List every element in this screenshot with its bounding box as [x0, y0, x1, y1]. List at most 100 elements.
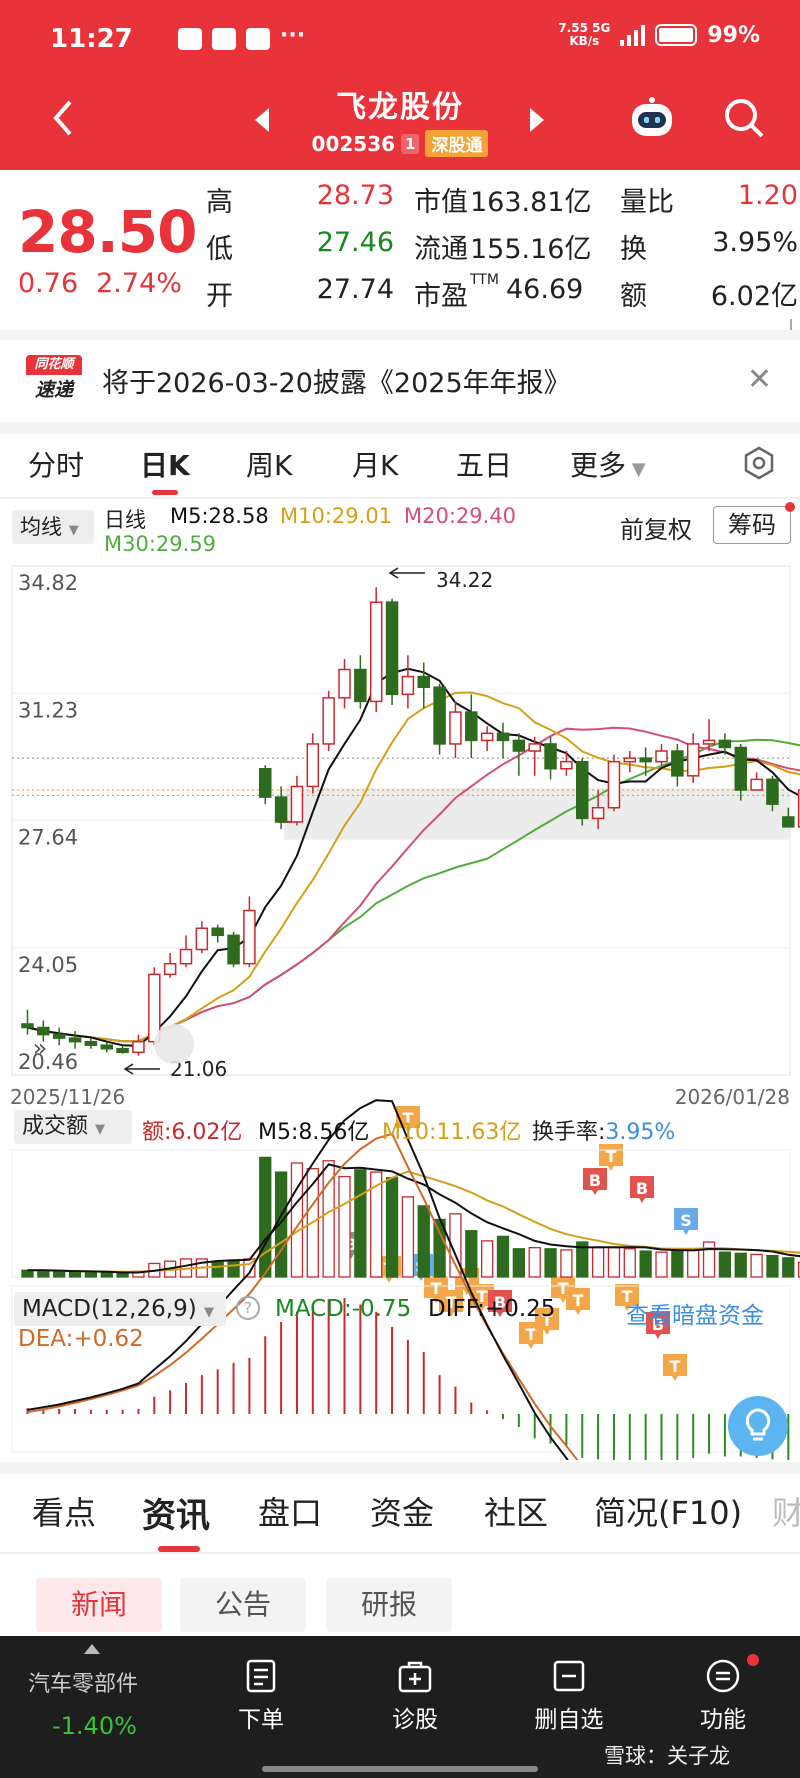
signal-marker — [646, 1312, 670, 1339]
tab-capital[interactable]: 资金 — [370, 1494, 435, 1532]
signal-label: S — [680, 1211, 692, 1230]
earnings-notice[interactable]: 同花顺 速递 将于2026-03-20披露《2025年年报》 ✕ — [26, 350, 786, 410]
volume-bar — [512, 1248, 525, 1278]
news-filter: 新闻 公告 研报 — [0, 1578, 800, 1634]
pill-announcement[interactable]: 公告 — [180, 1578, 306, 1632]
candle — [782, 816, 795, 828]
signal-marker — [488, 1290, 512, 1317]
home-indicator[interactable] — [262, 1766, 538, 1772]
expand-up-icon[interactable] — [84, 1644, 100, 1654]
candle — [148, 973, 161, 1043]
candle — [607, 760, 621, 809]
ma10-value: M10:29.01 — [280, 504, 393, 528]
change-value: 0.76 — [18, 268, 79, 299]
indicator-dropdown[interactable]: 均线 ▼ — [12, 510, 94, 544]
tab-news[interactable]: 资讯 — [142, 1496, 210, 1536]
tab-order-book[interactable]: 盘口 — [258, 1494, 323, 1532]
candle — [195, 927, 209, 951]
volume-bar — [68, 1271, 82, 1278]
functions-button[interactable]: 功能 — [668, 1658, 778, 1734]
battery-percent: 99% — [707, 22, 760, 48]
tab-weekly-k[interactable]: 周K — [246, 449, 293, 482]
diagnose-button[interactable]: 诊股 — [360, 1658, 470, 1734]
tab-finance[interactable]: 财 — [772, 1494, 800, 1532]
tab-highlights[interactable]: 看点 — [32, 1494, 97, 1532]
stock-title: 飞龙股份 002536 1 深股通 — [0, 82, 800, 157]
sector-info[interactable]: 汽车零部件 -1.40% — [28, 1666, 138, 1740]
tab-more[interactable]: 更多 ▼ — [570, 449, 646, 482]
stock-name: 飞龙股份 — [336, 90, 464, 125]
candle — [243, 909, 256, 965]
signal-label: T — [446, 1293, 457, 1312]
candle — [544, 743, 557, 770]
prev-stock-icon[interactable] — [255, 108, 269, 132]
candle — [274, 796, 288, 823]
kline-chart[interactable]: 34.8231.2327.6424.0520.46BTTSTTTTBTTTTBT… — [0, 560, 800, 1460]
tab-intraday[interactable]: 分时 — [28, 449, 85, 482]
order-button[interactable]: 下单 — [206, 1658, 316, 1734]
macd-frame — [11, 1285, 791, 1453]
ma20-value: M20:29.40 — [404, 504, 517, 528]
candle — [686, 743, 700, 777]
ai-robot-icon[interactable] — [628, 96, 676, 140]
bulb-icon — [745, 1408, 771, 1441]
tab-monthly-k[interactable]: 月K — [352, 449, 399, 482]
candle — [671, 750, 684, 777]
tab-daily-k[interactable]: 日K — [140, 449, 190, 482]
tab-f10[interactable]: 简况(F10) — [594, 1494, 743, 1532]
high-value: 28.73 — [316, 180, 394, 211]
last-price: 28.50 — [18, 198, 197, 266]
adjust-mode[interactable]: 前复权 — [620, 516, 692, 544]
close-icon[interactable]: ✕ — [746, 362, 772, 397]
tab-five-day[interactable]: 五日 — [456, 449, 513, 482]
volume-bar — [687, 1248, 700, 1278]
notification-icons: ··· — [178, 25, 305, 50]
pill-research[interactable]: 研报 — [326, 1578, 452, 1632]
chips-button[interactable]: 筹码 — [713, 506, 791, 544]
candle — [623, 757, 637, 763]
back-arrow-icon[interactable] — [44, 98, 84, 138]
pill-news[interactable]: 新闻 — [36, 1578, 162, 1632]
vol-ma5: M5:8.56亿 — [258, 1120, 370, 1145]
next-stock-icon[interactable] — [530, 108, 544, 132]
candle — [718, 739, 732, 749]
volume-bar — [591, 1247, 605, 1278]
high-arrow-head — [388, 567, 399, 579]
candle — [449, 711, 462, 745]
candle — [766, 778, 779, 805]
candle — [369, 601, 383, 703]
diagnose-icon — [398, 1661, 432, 1693]
stat-row-high: 高 28.73 市值 163.81亿 量比 1.20 — [206, 180, 798, 218]
signal-label: T — [477, 1287, 488, 1306]
volume-bar — [84, 1271, 98, 1278]
search-icon[interactable] — [722, 96, 766, 140]
ma30-value: M30:29.59 — [104, 532, 217, 556]
macd-dropdown[interactable]: MACD(12,26,9) ▼ — [14, 1292, 226, 1326]
remove-icon — [553, 1660, 585, 1692]
signal-marker — [630, 1176, 654, 1203]
zoom-handle — [154, 1024, 194, 1064]
candle — [560, 760, 573, 770]
watermark: 雪球：关子龙 — [604, 1744, 730, 1768]
signal-label: B — [589, 1171, 601, 1190]
kline-period-tabs: 分时 日K 周K 月K 五日 更多 ▼ — [0, 438, 800, 498]
divider — [0, 497, 800, 499]
signal-label: B — [652, 1315, 664, 1334]
tab-community[interactable]: 社区 — [484, 1494, 549, 1532]
remove-watchlist-button[interactable]: 删自选 — [514, 1658, 624, 1734]
connect-tag: 深股通 — [425, 130, 489, 157]
net-speed: 7.55 5G KB/s — [558, 21, 611, 48]
stat-row-open: 开 27.74 市盈 TTM 46.69 额 6.02亿 — [206, 272, 798, 312]
volume-dropdown[interactable]: 成交额 ▼ — [14, 1110, 132, 1144]
chart-settings-icon[interactable] — [742, 446, 776, 480]
signal-marker — [674, 1208, 698, 1235]
candle — [591, 806, 605, 820]
tips-bulb-button[interactable] — [728, 1396, 788, 1456]
volume-bar — [671, 1250, 684, 1278]
dark-pool-link[interactable]: 查看暗盘资金 — [626, 1303, 764, 1329]
open-value: 27.74 — [316, 274, 394, 305]
candle — [433, 686, 446, 745]
low-arrow-head — [123, 1063, 134, 1075]
chip-zone-band — [284, 788, 790, 840]
help-icon[interactable]: ? — [236, 1296, 260, 1320]
